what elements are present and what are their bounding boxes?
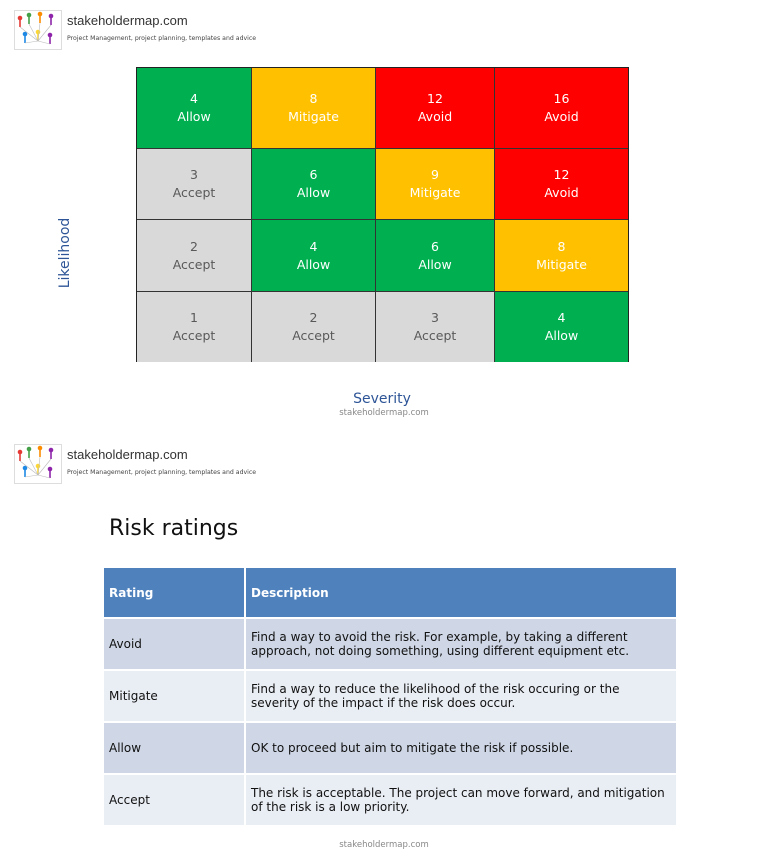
cell-score: 6 [431, 238, 439, 254]
site-name[interactable]: stakeholdermap.com [67, 13, 188, 28]
cell-score: 8 [309, 91, 318, 106]
cell-score: 12 [553, 167, 570, 182]
rating-cell: Mitigate [104, 670, 246, 723]
cell-action: Mitigate [536, 256, 587, 272]
cell-action: Avoid [544, 185, 579, 200]
cell-score: 2 [190, 238, 198, 254]
cell-score: 1 [190, 310, 198, 325]
likelihood-axis-label: Likelihood [57, 217, 73, 289]
cell-action: Accept [172, 328, 216, 343]
cell-score: 16 [553, 91, 570, 106]
description-cell: Find a way to reduce the likelihood of t… [245, 670, 678, 723]
matrix-cell-accept: 3 Accept [376, 292, 495, 362]
matrix-cell-allow: 6 Allow [252, 149, 376, 220]
footer-credit: stakeholdermap.com [339, 840, 429, 850]
risk-ratings-table: Rating Description Avoid Find a way to a… [104, 568, 678, 827]
cell-score: 4 [557, 310, 566, 325]
matrix-cell-accept: 2 Accept [252, 292, 376, 362]
table-row: Mitigate Find a way to reduce the likeli… [104, 670, 678, 723]
description-cell: The risk is acceptable. The project can … [245, 774, 678, 827]
cell-action: Allow [296, 185, 331, 200]
matrix-credit: stakeholdermap.com [339, 408, 429, 418]
cell-score: 2 [309, 310, 318, 325]
description-cell: Find a way to avoid the risk. For exampl… [245, 618, 678, 671]
cell-score: 3 [190, 167, 198, 182]
cell-score: 6 [309, 167, 318, 182]
rating-cell: Avoid [104, 618, 246, 671]
matrix-cell-accept: 2 Accept [137, 220, 252, 292]
cell-action: Mitigate [409, 185, 461, 200]
matrix-cell-allow: 6 Allow [376, 220, 495, 292]
table-row: Allow OK to proceed but aim to mitigate … [104, 722, 678, 775]
cell-action: Accept [292, 328, 335, 343]
cell-action: Allow [296, 256, 331, 272]
risk-ratings-title: Risk ratings [109, 516, 239, 541]
cell-action: Avoid [544, 109, 579, 124]
site-name[interactable]: stakeholdermap.com [67, 447, 188, 462]
matrix-cell-allow: 4 Allow [495, 292, 628, 362]
table-row: Accept The risk is acceptable. The proje… [104, 774, 678, 827]
site-tagline: Project Management, project planning, te… [67, 35, 257, 42]
cell-score: 9 [431, 167, 439, 182]
rating-cell: Allow [104, 722, 246, 775]
column-header-description: Description [245, 568, 678, 619]
cell-action: Allow [418, 256, 452, 272]
matrix-cell-accept: 3 Accept [137, 149, 252, 220]
stakeholder-people-logo [14, 10, 62, 50]
stakeholder-people-logo [14, 444, 62, 484]
cell-action: Allow [177, 109, 211, 124]
severity-axis-label: Severity [353, 391, 411, 407]
cell-action: Accept [413, 328, 457, 343]
matrix-cell-mitigate: 8 Mitigate [252, 68, 376, 149]
site-tagline: Project Management, project planning, te… [67, 469, 257, 476]
matrix-cell-avoid: 12 Avoid [376, 68, 495, 149]
matrix-cell-allow: 4 Allow [252, 220, 376, 292]
site-header-2: stakeholdermap.com Project Management, p… [14, 444, 314, 488]
rating-cell: Accept [104, 774, 246, 827]
cell-action: Allow [544, 328, 579, 343]
description-cell: OK to proceed but aim to mitigate the ri… [245, 722, 678, 775]
matrix-cell-mitigate: 8 Mitigate [495, 220, 628, 292]
matrix-cell-mitigate: 9 Mitigate [376, 149, 495, 220]
site-header: stakeholdermap.com Project Management, p… [14, 10, 314, 54]
cell-score: 8 [557, 238, 566, 254]
cell-score: 12 [427, 91, 443, 106]
cell-action: Mitigate [288, 109, 339, 124]
matrix-cell-avoid: 12 Avoid [495, 149, 628, 220]
cell-action: Avoid [417, 109, 453, 124]
cell-score: 4 [309, 238, 318, 254]
table-header-row: Rating Description [104, 568, 678, 619]
matrix-cell-avoid: 16 Avoid [495, 68, 628, 149]
column-header-rating: Rating [104, 568, 246, 619]
matrix-cell-accept: 1 Accept [137, 292, 252, 362]
cell-action: Accept [172, 256, 216, 272]
table-row: Avoid Find a way to avoid the risk. For … [104, 618, 678, 671]
cell-action: Accept [172, 185, 216, 200]
matrix-cell-allow: 4 Allow [137, 68, 252, 149]
risk-matrix: 4 Allow 8 Mitigate 12 Avoid 16 Avoid 3 Accept 6 All… [136, 67, 629, 362]
cell-score: 4 [190, 91, 198, 106]
cell-score: 3 [431, 310, 439, 325]
